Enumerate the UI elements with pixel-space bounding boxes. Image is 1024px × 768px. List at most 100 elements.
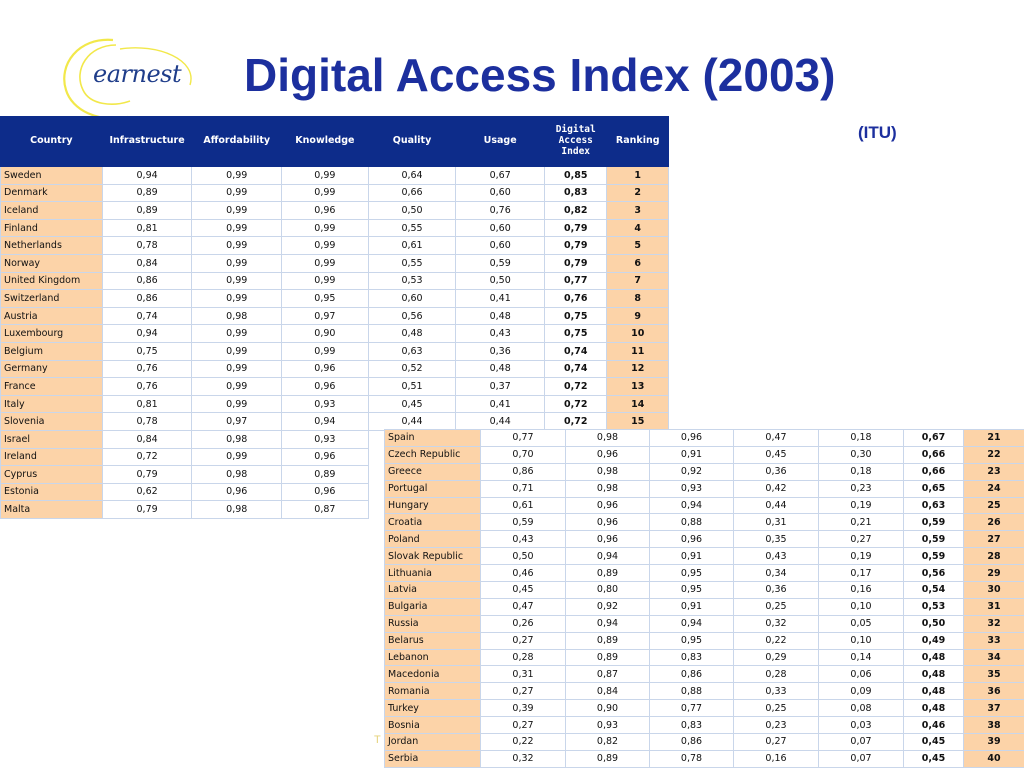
table-row: Spain 0,77 0,98 0,96 0,47 0,18 0,67 21 xyxy=(384,429,1024,447)
cell-country: Cyprus xyxy=(0,465,103,484)
cell-dai: 0,45 xyxy=(903,733,964,751)
cell-dai: 0,59 xyxy=(903,513,964,532)
cell-infrastructure: 0,47 xyxy=(480,597,566,616)
cell-infrastructure: 0,27 xyxy=(480,631,566,650)
cell-usage: 0,10 xyxy=(818,631,904,650)
cell-affordability: 0,96 xyxy=(565,513,650,532)
cell-rank: 14 xyxy=(606,394,669,414)
table-row: Finland 0,81 0,99 0,99 0,55 0,60 0,79 4 xyxy=(0,218,669,238)
cell-rank: 24 xyxy=(963,479,1024,498)
cell-rank: 21 xyxy=(963,429,1024,447)
cell-country: Portugal xyxy=(384,479,481,498)
cell-rank: 33 xyxy=(963,631,1024,650)
cell-affordability: 0,94 xyxy=(565,547,650,566)
cell-infrastructure: 0,32 xyxy=(480,749,566,768)
cell-knowledge: 0,94 xyxy=(649,614,734,633)
cell-affordability: 0,89 xyxy=(565,648,650,667)
cell-affordability: 0,96 xyxy=(565,530,650,549)
cell-usage: 0,36 xyxy=(455,341,545,361)
cell-knowledge: 0,99 xyxy=(281,236,369,255)
cell-knowledge: 0,77 xyxy=(649,699,734,718)
cell-country: Bulgaria xyxy=(384,597,481,616)
cell-infrastructure: 0,79 xyxy=(101,465,193,484)
cell-infrastructure: 0,75 xyxy=(101,341,193,361)
col-header-infrastructure: Infrastructure xyxy=(101,116,193,167)
cell-affordability: 0,98 xyxy=(191,465,283,484)
cell-rank: 29 xyxy=(963,564,1024,583)
cell-rank: 11 xyxy=(606,341,669,361)
table-row: Netherlands 0,78 0,99 0,99 0,61 0,60 0,79 5 xyxy=(0,236,669,255)
cell-knowledge: 0,91 xyxy=(649,547,734,566)
cell-rank: 2 xyxy=(606,183,669,203)
cell-affordability: 0,98 xyxy=(565,429,650,447)
cell-infrastructure: 0,81 xyxy=(101,394,193,414)
cell-rank: 22 xyxy=(963,445,1024,464)
table-row: Jordan 0,22 0,82 0,86 0,27 0,07 0,45 39 xyxy=(384,733,1024,751)
col-header-ranking: Ranking xyxy=(606,116,669,167)
cell-knowledge: 0,93 xyxy=(281,394,369,414)
cell-dai: 0,53 xyxy=(903,597,964,616)
cell-usage: 0,16 xyxy=(818,581,904,599)
col-header-usage: Usage xyxy=(455,116,545,167)
cell-quality: 0,25 xyxy=(733,699,819,718)
cell-knowledge: 0,88 xyxy=(649,513,734,532)
cell-country: Norway xyxy=(0,253,103,273)
cell-infrastructure: 0,94 xyxy=(101,324,193,343)
cell-country: Lithuania xyxy=(384,564,481,583)
cell-dai: 0,74 xyxy=(543,341,608,361)
cell-dai: 0,66 xyxy=(903,445,964,464)
cell-rank: 7 xyxy=(606,271,669,291)
cell-affordability: 0,99 xyxy=(191,324,283,343)
col-header-affordability: Affordability xyxy=(191,116,283,167)
cell-usage: 0,60 xyxy=(455,183,545,203)
cell-infrastructure: 0,86 xyxy=(101,271,193,291)
table-row: Belgium 0,75 0,99 0,99 0,63 0,36 0,74 11 xyxy=(0,341,669,361)
table-row: Luxembourg 0,94 0,99 0,90 0,48 0,43 0,75 10 xyxy=(0,324,669,343)
cell-country: Latvia xyxy=(384,581,481,599)
cell-usage: 0,43 xyxy=(455,324,545,343)
table-row: Croatia 0,59 0,96 0,88 0,31 0,21 0,59 26 xyxy=(384,513,1024,532)
cell-usage: 0,19 xyxy=(818,547,904,566)
cell-country: Turkey xyxy=(384,699,481,718)
cell-knowledge: 0,86 xyxy=(649,665,734,684)
cell-country: France xyxy=(0,377,103,396)
cell-infrastructure: 0,46 xyxy=(480,564,566,583)
cell-infrastructure: 0,61 xyxy=(480,496,566,515)
page-title: Digital Access Index (2003) xyxy=(244,49,836,101)
cell-knowledge: 0,95 xyxy=(649,581,734,599)
cell-affordability: 0,89 xyxy=(565,564,650,583)
cell-infrastructure: 0,43 xyxy=(480,530,566,549)
cell-knowledge: 0,99 xyxy=(281,218,369,238)
table-row: Macedonia 0,31 0,87 0,86 0,28 0,06 0,48 35 xyxy=(384,665,1024,684)
cell-dai: 0,79 xyxy=(543,218,608,238)
cell-country: Finland xyxy=(0,218,103,238)
cell-dai: 0,46 xyxy=(903,716,964,735)
cell-affordability: 0,99 xyxy=(191,183,283,203)
cell-infrastructure: 0,81 xyxy=(101,218,193,238)
cell-dai: 0,56 xyxy=(903,564,964,583)
cell-infrastructure: 0,70 xyxy=(480,445,566,464)
logo-text: earnest xyxy=(93,60,182,88)
cell-quality: 0,55 xyxy=(367,253,457,273)
cell-knowledge: 0,96 xyxy=(281,447,369,467)
cell-country: Poland xyxy=(384,530,481,549)
cell-rank: 6 xyxy=(606,253,669,273)
cell-knowledge: 0,96 xyxy=(281,201,369,220)
cell-quality: 0,47 xyxy=(733,429,819,447)
cell-infrastructure: 0,78 xyxy=(101,236,193,255)
cell-quality: 0,36 xyxy=(733,462,819,481)
table-row: Romania 0,27 0,84 0,88 0,33 0,09 0,48 36 xyxy=(384,682,1024,701)
cell-dai: 0,48 xyxy=(903,682,964,701)
cell-affordability: 0,96 xyxy=(565,496,650,515)
cell-dai: 0,48 xyxy=(903,699,964,718)
cell-rank: 36 xyxy=(963,682,1024,701)
table-row: Bosnia 0,27 0,93 0,83 0,23 0,03 0,46 38 xyxy=(384,716,1024,735)
cell-dai: 0,48 xyxy=(903,665,964,684)
cell-country: Croatia xyxy=(384,513,481,532)
cell-affordability: 0,98 xyxy=(191,429,283,449)
cell-infrastructure: 0,74 xyxy=(101,306,193,326)
cell-quality: 0,43 xyxy=(733,547,819,566)
cell-affordability: 0,99 xyxy=(191,236,283,255)
cell-rank: 40 xyxy=(963,749,1024,768)
cell-rank: 28 xyxy=(963,547,1024,566)
